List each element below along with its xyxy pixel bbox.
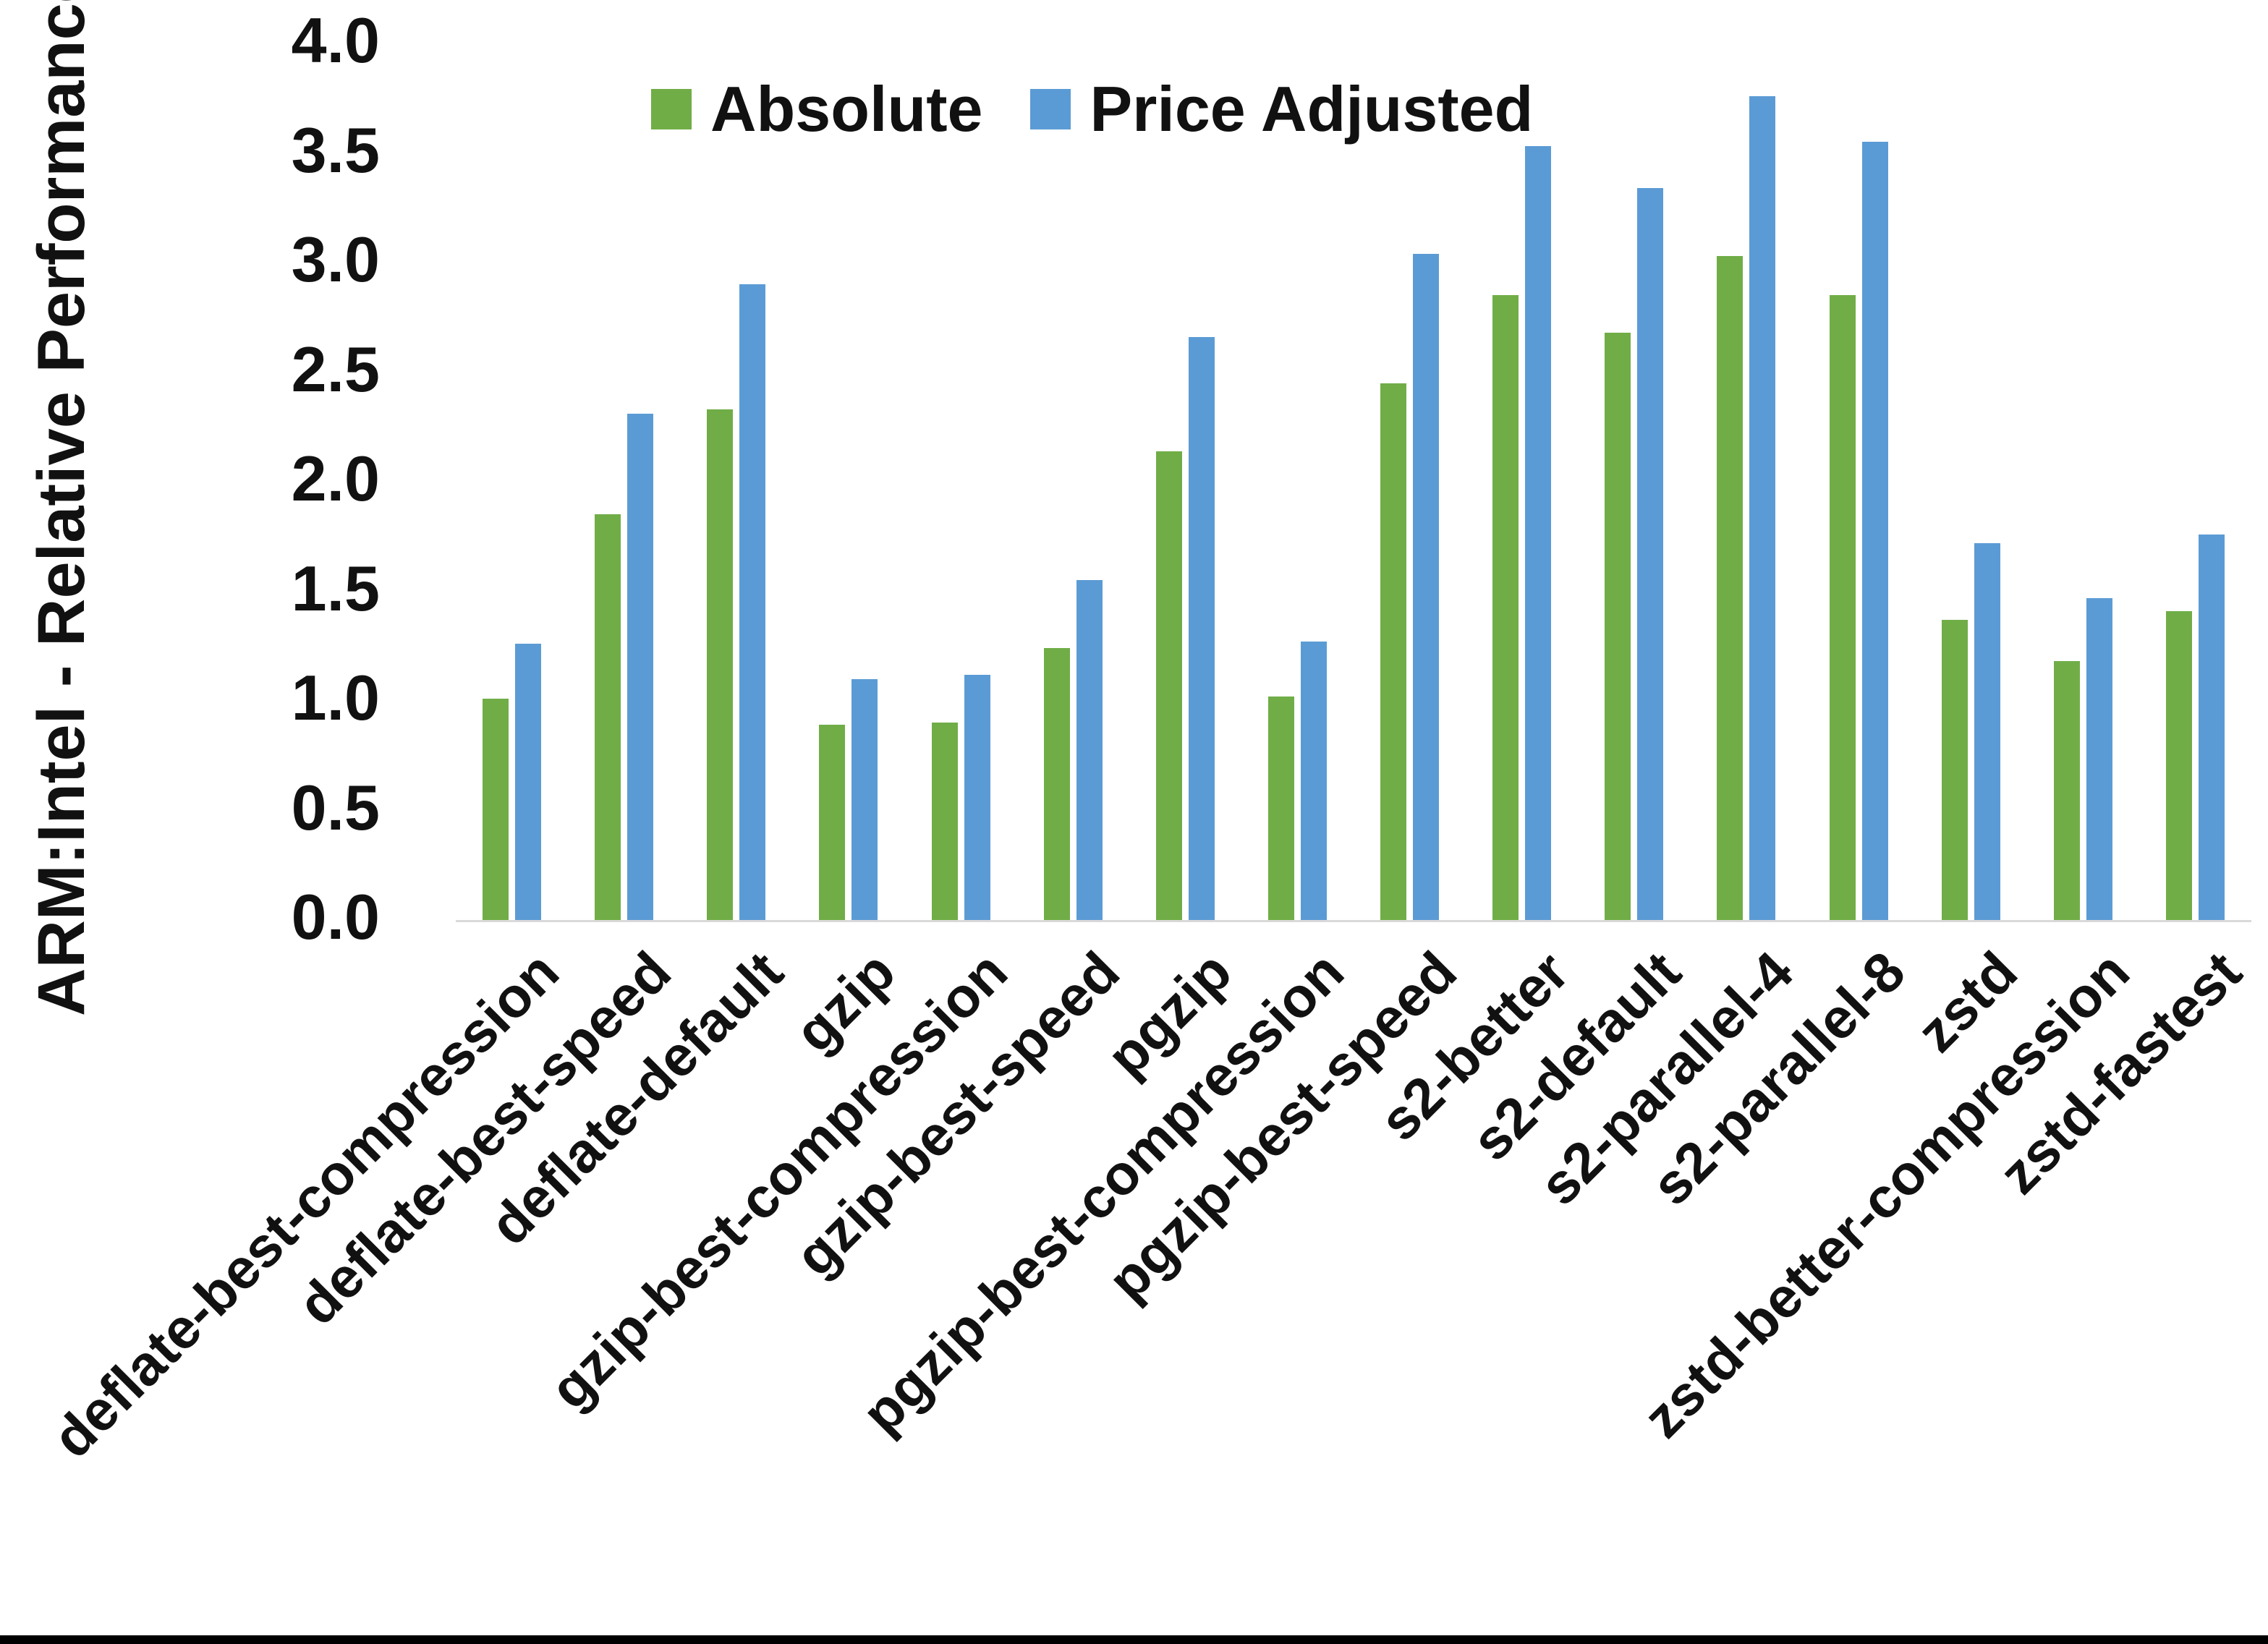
bar-group-deflate-best-speed	[568, 43, 680, 920]
bar-price-adjusted-pgzip	[1188, 337, 1215, 920]
bar-absolute-s2-default	[1605, 332, 1631, 920]
bar-group-gzip	[792, 43, 904, 920]
bar-absolute-pgzip	[1155, 451, 1182, 920]
y-tick-label: 3.0	[291, 223, 380, 295]
bar-group-zstd	[1915, 43, 2027, 920]
bar-absolute-s2-parallel-8	[1829, 295, 1856, 920]
bar-absolute-zstd	[1941, 619, 1968, 920]
y-tick-label: 1.0	[291, 661, 380, 733]
legend-entry-absolute: Absolute	[651, 72, 982, 146]
bar-group-s2-parallel-8	[1803, 43, 1915, 920]
legend-label: Absolute	[710, 73, 983, 145]
bar-price-adjusted-s2-parallel-4	[1749, 95, 1776, 920]
bar-absolute-s2-parallel-4	[1717, 255, 1744, 920]
y-tick-label: 2.0	[291, 442, 380, 514]
bar-price-adjusted-zstd	[1974, 542, 2000, 920]
bottom-border-bar	[0, 1635, 2268, 1644]
bar-price-adjusted-gzip	[851, 678, 878, 920]
bar-absolute-zstd-better-compression	[2053, 661, 2080, 920]
bar-group-zstd-better-compression	[2027, 43, 2139, 920]
bar-absolute-gzip	[819, 725, 846, 920]
bar-group-pgzip	[1129, 43, 1241, 920]
legend-label: Price Adjusted	[1090, 73, 1534, 145]
bar-group-zstd-fastest	[2139, 43, 2251, 920]
y-tick-label: 4.0	[291, 4, 380, 76]
bar-absolute-gzip-best-speed	[1043, 648, 1070, 920]
bar-price-adjusted-pgzip-best-speed	[1413, 253, 1440, 920]
bar-group-gzip-best-compression	[905, 43, 1017, 920]
bar-group-deflate-best-compression	[456, 43, 568, 920]
y-tick-label: 0.5	[291, 771, 380, 843]
bar-group-s2-better	[1466, 43, 1578, 920]
bar-absolute-deflate-default	[707, 409, 734, 920]
bar-absolute-gzip-best-compression	[931, 723, 958, 920]
bar-group-s2-default	[1578, 43, 1690, 920]
bar-absolute-zstd-fastest	[2165, 610, 2192, 920]
bar-price-adjusted-deflate-best-compression	[515, 644, 542, 920]
bar-price-adjusted-s2-parallel-8	[1861, 142, 1888, 920]
bar-absolute-pgzip-best-compression	[1267, 696, 1294, 920]
y-axis-title: ARM:Intel - Relative Performance	[25, 0, 98, 1016]
bar-price-adjusted-gzip-best-compression	[964, 674, 990, 920]
y-tick-label: 0.0	[291, 880, 380, 953]
bar-price-adjusted-s2-better	[1525, 146, 1552, 920]
bar-price-adjusted-deflate-best-speed	[627, 414, 654, 920]
bar-group-pgzip-best-speed	[1354, 43, 1466, 920]
bar-price-adjusted-pgzip-best-compression	[1300, 642, 1327, 920]
legend-swatch-icon	[1030, 89, 1071, 129]
bar-absolute-deflate-best-compression	[483, 698, 509, 920]
bar-price-adjusted-gzip-best-speed	[1076, 580, 1103, 920]
bar-group-pgzip-best-compression	[1241, 43, 1354, 920]
y-tick-label: 2.5	[291, 333, 380, 405]
bar-price-adjusted-zstd-better-compression	[2086, 597, 2112, 920]
bar-absolute-deflate-best-speed	[595, 514, 621, 920]
bar-price-adjusted-s2-default	[1637, 187, 1664, 920]
bar-group-s2-parallel-4	[1690, 43, 1802, 920]
y-tick-label: 3.5	[291, 114, 380, 186]
legend-entry-price-adjusted: Price Adjusted	[1030, 72, 1533, 146]
legend: Absolute Price Adjusted	[651, 72, 1533, 146]
bar-price-adjusted-zstd-fastest	[2198, 534, 2225, 920]
bar-group-deflate-default	[680, 43, 792, 920]
legend-swatch-icon	[651, 89, 692, 129]
bar-absolute-pgzip-best-speed	[1380, 383, 1407, 920]
bar-price-adjusted-deflate-default	[739, 284, 766, 920]
plot-area	[456, 43, 2251, 922]
bar-group-gzip-best-speed	[1017, 43, 1129, 920]
y-tick-label: 1.5	[291, 552, 380, 624]
bar-absolute-s2-better	[1492, 295, 1519, 920]
